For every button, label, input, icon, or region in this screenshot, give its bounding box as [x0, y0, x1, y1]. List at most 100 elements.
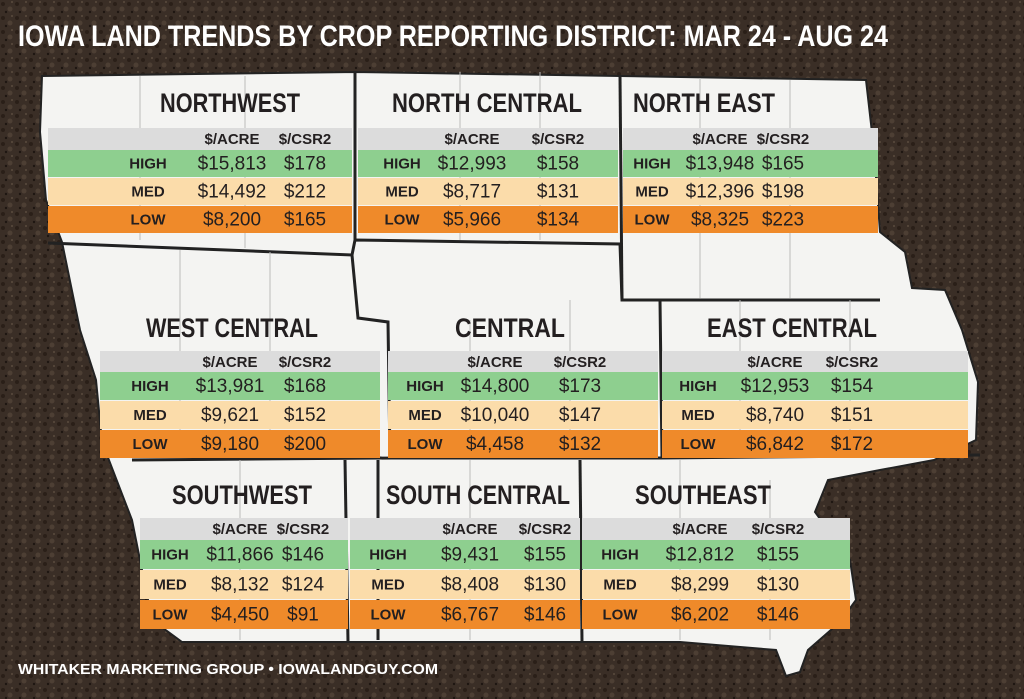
- row-label: HIGH: [633, 155, 671, 172]
- price-per-csr2: $152: [284, 405, 326, 426]
- districts: NORTHWEST $/ACRE $/CSR2 HIGH $15,813 $178 MED $…: [48, 88, 968, 629]
- row-label: LOW: [385, 211, 421, 228]
- price-per-acre: $6,202: [671, 605, 729, 626]
- price-per-csr2: $130: [524, 575, 566, 596]
- header-band: [623, 128, 878, 150]
- column-header: $/ACRE: [204, 131, 259, 148]
- district-name: WEST CENTRAL: [146, 313, 318, 343]
- district: CENTRAL $/ACRE $/CSR2 HIGH $14,800 $173 MED $10…: [388, 313, 658, 458]
- row-label: MED: [385, 183, 419, 200]
- row-label: MED: [603, 576, 637, 593]
- district: NORTH CENTRAL $/ACRE $/CSR2 HIGH $12,993 $158…: [358, 88, 618, 233]
- price-per-acre: $8,740: [746, 405, 804, 426]
- price-per-acre: $8,132: [211, 575, 269, 596]
- header-band: [140, 518, 348, 540]
- price-per-csr2: $158: [537, 154, 579, 175]
- row-band: [100, 430, 380, 458]
- price-per-csr2: $198: [762, 182, 804, 203]
- header-band: [582, 518, 850, 540]
- row-label: HIGH: [369, 546, 407, 563]
- header-band: [350, 518, 580, 540]
- price-per-csr2: $151: [831, 405, 873, 426]
- row-band: [662, 401, 968, 429]
- district-name: NORTHWEST: [160, 88, 300, 118]
- row-band: [358, 178, 618, 205]
- price-per-acre: $9,621: [201, 405, 259, 426]
- row-band: [140, 570, 348, 599]
- district: SOUTHEAST $/ACRE $/CSR2 HIGH $12,812 $155 MED $…: [582, 480, 850, 629]
- column-header: $/CSR2: [554, 354, 607, 371]
- header-band: [48, 128, 352, 150]
- price-per-acre: $11,866: [206, 545, 273, 566]
- column-header: $/ACRE: [212, 521, 267, 538]
- price-per-acre: $6,842: [746, 434, 804, 455]
- district-name: SOUTHWEST: [172, 480, 312, 510]
- price-per-csr2: $132: [559, 434, 601, 455]
- price-per-acre: $8,200: [203, 210, 261, 231]
- column-header: $/ACRE: [467, 354, 522, 371]
- price-per-csr2: $212: [284, 182, 326, 203]
- district-name: NORTH CENTRAL: [392, 88, 582, 118]
- price-per-acre: $12,993: [438, 154, 507, 175]
- price-per-acre: $9,431: [441, 545, 499, 566]
- price-per-acre: $8,325: [691, 210, 749, 231]
- price-per-acre: $12,812: [666, 545, 735, 566]
- row-label: MED: [133, 407, 167, 424]
- column-header: $/CSR2: [279, 131, 332, 148]
- row-band: [388, 401, 658, 429]
- price-per-acre: $14,492: [198, 182, 267, 203]
- row-label: MED: [153, 576, 187, 593]
- district: WEST CENTRAL $/ACRE $/CSR2 HIGH $13,981 $168 M…: [100, 313, 380, 458]
- row-label: HIGH: [131, 378, 169, 395]
- header-band: [662, 351, 968, 373]
- row-band: [350, 570, 580, 599]
- row-label: HIGH: [129, 155, 167, 172]
- row-label: HIGH: [679, 378, 717, 395]
- district: NORTHWEST $/ACRE $/CSR2 HIGH $15,813 $178 MED $…: [48, 88, 352, 233]
- row-band: [662, 372, 968, 400]
- price-per-csr2: $155: [524, 545, 566, 566]
- row-band: [48, 150, 352, 177]
- row-label: MED: [635, 183, 669, 200]
- row-band: [358, 150, 618, 177]
- row-label: MED: [681, 407, 715, 424]
- price-per-csr2: $155: [757, 545, 799, 566]
- district-name: SOUTH CENTRAL: [386, 480, 570, 510]
- row-label: MED: [408, 407, 442, 424]
- district: SOUTH CENTRAL $/ACRE $/CSR2 HIGH $9,431 $155 M…: [350, 480, 580, 629]
- column-header: $/ACRE: [442, 521, 497, 538]
- row-label: HIGH: [383, 155, 421, 172]
- price-per-csr2: $124: [282, 575, 325, 596]
- header-band: [358, 128, 618, 150]
- price-per-csr2: $134: [537, 210, 580, 231]
- district: SOUTHWEST $/ACRE $/CSR2 HIGH $11,866 $146 MED $…: [140, 480, 348, 629]
- price-per-csr2: $165: [762, 154, 804, 175]
- price-per-acre: $14,800: [461, 376, 530, 397]
- price-per-csr2: $200: [284, 434, 326, 455]
- price-per-csr2: $146: [524, 605, 566, 626]
- column-header: $/CSR2: [757, 131, 810, 148]
- row-band: [388, 430, 658, 458]
- row-band: [388, 372, 658, 400]
- price-per-csr2: $130: [757, 575, 799, 596]
- row-band: [48, 178, 352, 205]
- footer: WHITAKER MARKETING GROUP • IOWALANDGUY.C…: [18, 661, 438, 678]
- row-label: MED: [131, 183, 165, 200]
- column-header: $/CSR2: [519, 521, 572, 538]
- column-header: $/CSR2: [277, 521, 330, 538]
- row-band: [350, 600, 580, 629]
- district-name: EAST CENTRAL: [707, 313, 877, 343]
- row-band: [48, 206, 352, 233]
- row-band: [140, 540, 348, 569]
- row-band: [350, 540, 580, 569]
- price-per-acre: $13,948: [686, 154, 755, 175]
- price-per-csr2: $146: [282, 545, 324, 566]
- price-per-acre: $4,458: [466, 434, 524, 455]
- district-name: CENTRAL: [455, 313, 565, 343]
- district: EAST CENTRAL $/ACRE $/CSR2 HIGH $12,953 $154 M…: [662, 313, 968, 458]
- row-band: [582, 540, 850, 569]
- price-per-acre: $8,408: [441, 575, 499, 596]
- price-per-csr2: $223: [762, 210, 804, 231]
- row-band: [582, 570, 850, 599]
